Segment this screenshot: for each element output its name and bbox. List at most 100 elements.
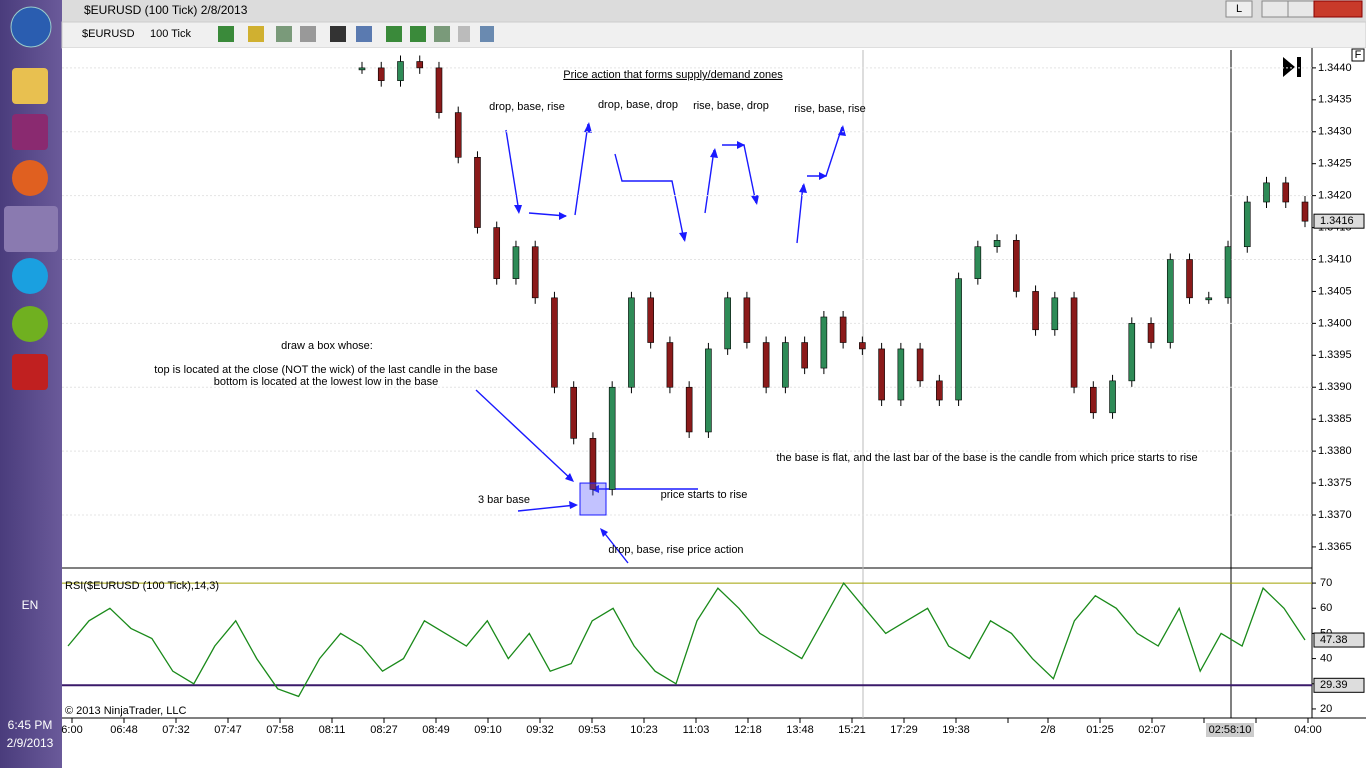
button-label[interactable]: L	[1236, 3, 1242, 15]
level-box	[1313, 677, 1365, 693]
candle	[1090, 386, 1097, 414]
rsi-line	[67, 581, 1306, 698]
annotation: Price action that forms supply/demand zo…	[563, 69, 783, 81]
chart-area	[62, 48, 1366, 768]
x-tick-label: 13:48	[786, 724, 814, 736]
candle	[897, 348, 905, 401]
x-tick-label: 02:07	[1138, 724, 1166, 736]
clock-date[interactable]: 2/9/2013	[7, 736, 54, 750]
candle	[512, 246, 520, 279]
x-tick-label: 08:27	[370, 724, 398, 736]
annotation: drop, base, rise	[489, 101, 565, 113]
annotation: bottom is located at the lowest low in t…	[214, 376, 438, 388]
taskbar-icon[interactable]	[12, 258, 48, 294]
candle	[936, 380, 943, 401]
taskbar-icon[interactable]	[12, 306, 48, 342]
candle	[685, 386, 693, 433]
tool-icon[interactable]	[276, 26, 292, 42]
y-tick-label: 1.3420	[1318, 190, 1352, 202]
start-button[interactable]	[10, 6, 52, 48]
candle	[628, 297, 635, 388]
x-tick-label: 10:23	[630, 724, 658, 736]
candle	[551, 297, 558, 388]
y-tick-label: 1.3380	[1318, 445, 1352, 457]
scroll-end[interactable]	[1283, 57, 1301, 77]
y-tick-label: 1.3425	[1318, 158, 1352, 170]
instrument-select[interactable]: $EURUSD	[82, 28, 135, 40]
annotation: 3 bar base	[478, 494, 530, 506]
taskbar-icon[interactable]	[12, 354, 48, 390]
y-tick-label: 1.3365	[1318, 541, 1352, 553]
candle	[454, 112, 462, 158]
annotation: drop, base, drop	[598, 99, 678, 111]
period-select[interactable]: 100 Tick	[150, 28, 191, 40]
candle	[608, 386, 616, 490]
candle	[705, 348, 712, 433]
x-tick-label: 04:00	[1294, 724, 1322, 736]
candle	[1166, 259, 1174, 343]
candle	[878, 348, 885, 401]
candle	[493, 227, 501, 279]
candle	[1301, 201, 1309, 222]
x-tick-label: 19:38	[942, 724, 970, 736]
taskbar-icon[interactable]	[12, 114, 48, 150]
annotation: the base is flat, and the last bar of th…	[776, 452, 1197, 464]
title-bar	[62, 0, 1366, 22]
tool-icon[interactable]	[410, 26, 426, 42]
tool-icon[interactable]	[300, 26, 316, 42]
clock-time[interactable]: 6:45 PM	[8, 718, 53, 732]
y-tick-label: 1.3390	[1318, 381, 1352, 393]
annotation: drop, base, rise price action	[608, 544, 743, 556]
candle	[782, 342, 789, 388]
tool-icon[interactable]	[248, 26, 264, 42]
close[interactable]	[1313, 0, 1363, 18]
y-tick-label: 1.3395	[1318, 349, 1352, 361]
candle	[358, 67, 366, 71]
x-tick-label: 09:53	[578, 724, 606, 736]
candle	[743, 297, 751, 343]
rsi-label: RSI($EURUSD (100 Tick),14,3)	[65, 580, 219, 592]
x-tick-label: 06:48	[110, 724, 138, 736]
language[interactable]: EN	[22, 598, 39, 612]
tool-icon[interactable]	[330, 26, 346, 42]
tool-icon[interactable]	[218, 26, 234, 42]
candle	[839, 316, 847, 343]
panel-button[interactable]	[1351, 48, 1365, 62]
taskbar-icon[interactable]	[12, 160, 48, 196]
taskbar-icon[interactable]	[12, 68, 48, 104]
annotation: top is located at the close (NOT the wic…	[154, 364, 497, 376]
candle	[724, 297, 731, 350]
minimize[interactable]	[1261, 0, 1289, 18]
y-tick-label: 1.3410	[1318, 253, 1352, 265]
taskbar-icon[interactable]	[4, 206, 58, 252]
x-tick-label: 08:49	[422, 724, 450, 736]
candle	[1186, 259, 1193, 299]
candle	[1147, 323, 1155, 343]
x-tick-label: 02:58:10	[1209, 724, 1252, 736]
x-tick-label: 07:32	[162, 724, 190, 736]
tool-icon[interactable]	[434, 26, 450, 42]
button[interactable]	[1225, 0, 1253, 18]
candle	[1128, 323, 1136, 382]
candle	[1109, 380, 1116, 414]
tool-icon[interactable]	[356, 26, 372, 42]
panel-button-label[interactable]: F	[1355, 49, 1362, 61]
tool-icon[interactable]	[480, 26, 494, 42]
last-price-box	[1313, 213, 1365, 229]
tool-icon[interactable]	[386, 26, 402, 42]
x-tick-label: 08:11	[319, 724, 346, 736]
x-tick-label: 09:32	[526, 724, 554, 736]
maximize[interactable]	[1287, 0, 1315, 18]
candle	[1224, 246, 1232, 299]
tool-icon[interactable]	[458, 26, 470, 42]
candle	[974, 246, 982, 279]
y-tick-label: 1.3405	[1318, 285, 1352, 297]
annotation: draw a box whose:	[281, 340, 373, 352]
annotation: rise, base, rise	[794, 103, 866, 115]
candle	[1051, 297, 1059, 331]
candle	[531, 246, 539, 299]
x-tick-label: 2/8	[1040, 724, 1055, 736]
x-tick-label: 11:03	[683, 724, 710, 736]
x-tick-label: 6:00	[61, 724, 82, 736]
